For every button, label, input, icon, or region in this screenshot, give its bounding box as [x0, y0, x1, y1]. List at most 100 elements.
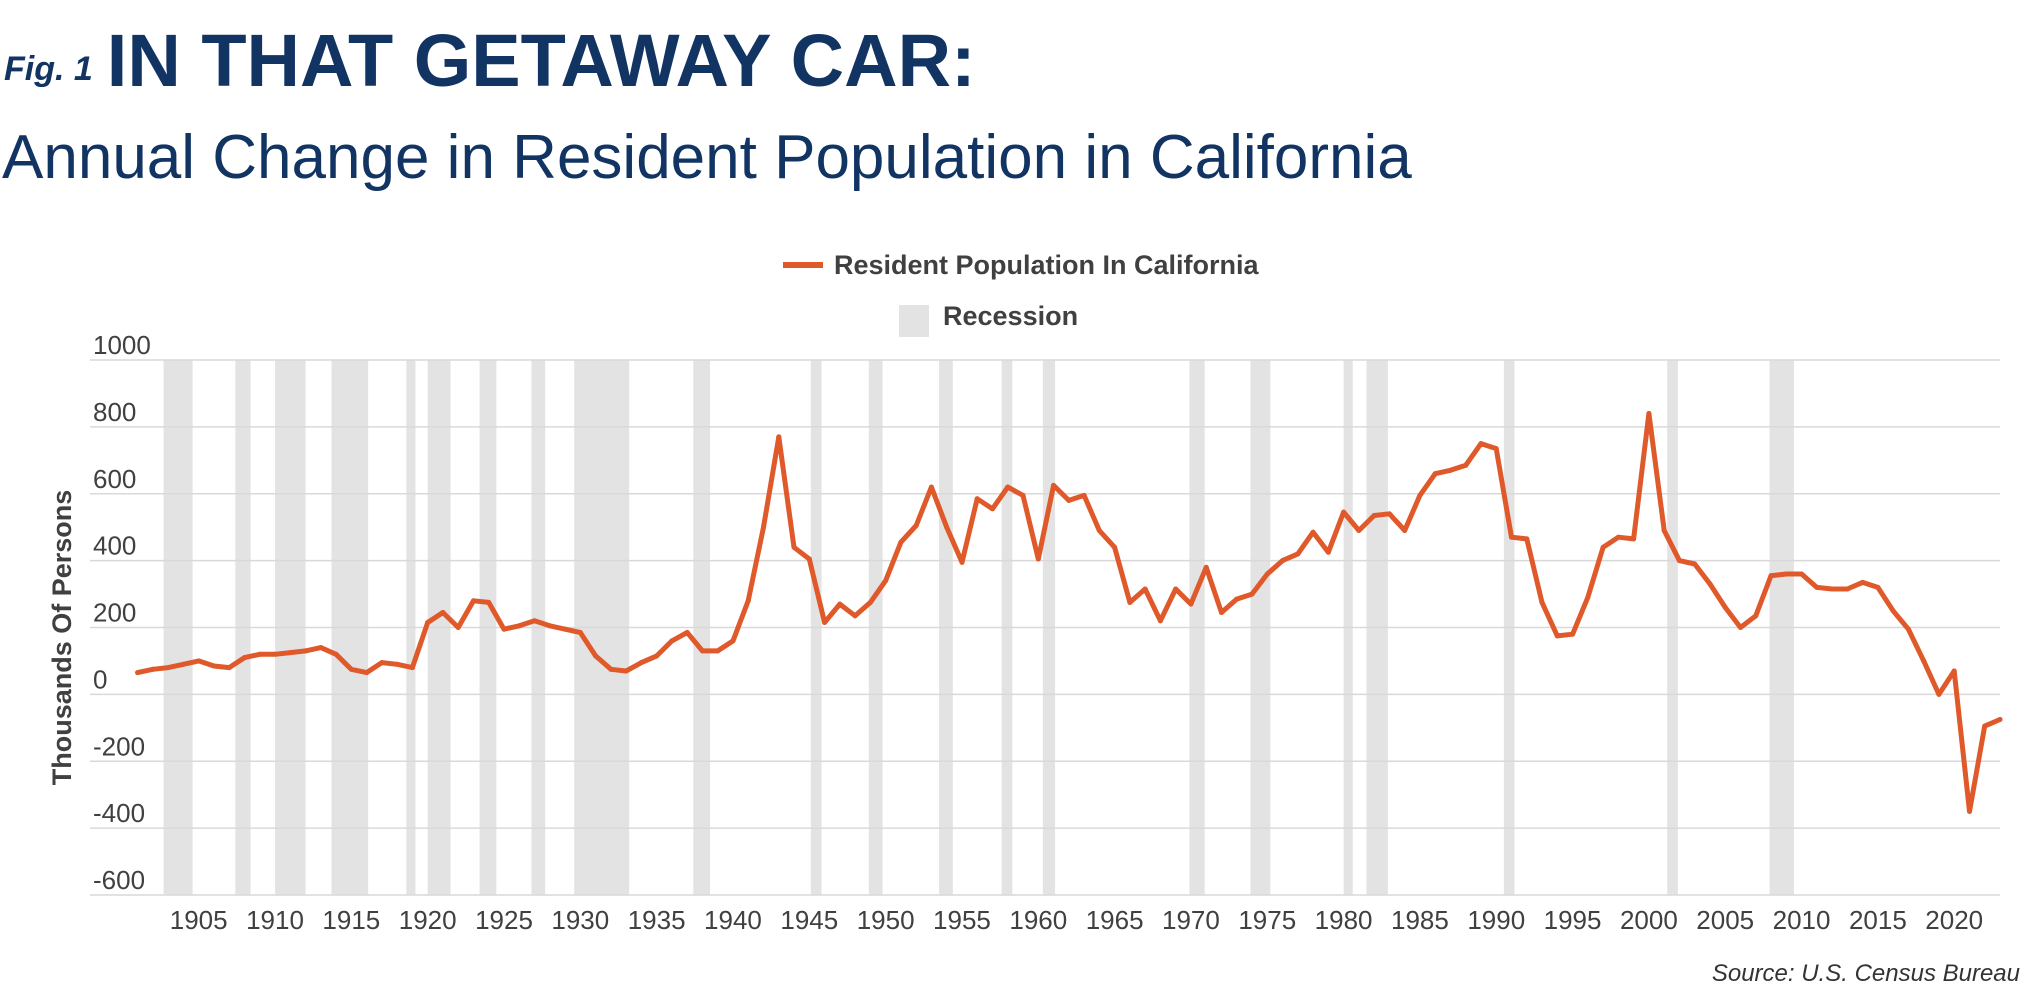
data-point	[1570, 631, 1576, 637]
data-point	[180, 661, 186, 667]
data-point	[455, 625, 461, 630]
data-point	[1676, 558, 1682, 564]
data-point	[1447, 467, 1453, 473]
x-tick-label: 1925	[475, 905, 533, 935]
data-point	[1875, 584, 1881, 590]
data-point	[1005, 484, 1011, 490]
data-point	[822, 619, 828, 625]
x-tick-label: 1935	[628, 905, 686, 935]
y-axis-label: Thousands Of Persons	[47, 490, 77, 786]
data-point	[1264, 571, 1270, 577]
data-point	[1860, 579, 1866, 585]
x-tick-label: 1980	[1315, 905, 1373, 935]
x-tick-label: 1970	[1162, 905, 1220, 935]
data-point	[1646, 411, 1652, 416]
data-point	[1783, 571, 1789, 577]
data-point	[1173, 586, 1179, 592]
data-point	[959, 559, 965, 565]
data-point	[1585, 594, 1591, 600]
data-point	[1096, 528, 1102, 534]
data-point	[272, 651, 278, 657]
chart-header: Fig. 1 IN THAT GETAWAY CAR:	[4, 18, 976, 103]
x-tick-label: 1940	[704, 905, 762, 935]
chart-subtitle: Annual Change in Resident Population in …	[2, 123, 1412, 192]
data-point	[1707, 581, 1713, 587]
data-point	[348, 666, 354, 672]
data-point	[638, 660, 644, 666]
data-point	[1890, 608, 1896, 614]
data-point	[470, 598, 476, 604]
data-point	[913, 523, 919, 529]
data-point	[409, 665, 415, 671]
data-point	[806, 556, 812, 562]
data-point	[562, 626, 568, 632]
data-point	[241, 655, 247, 661]
data-point	[1478, 441, 1484, 447]
data-point	[1600, 544, 1606, 550]
x-tick-label: 1985	[1391, 905, 1449, 935]
data-point	[196, 658, 202, 664]
data-point	[532, 618, 538, 624]
data-point	[1982, 723, 1988, 729]
y-tick-label: 400	[93, 531, 136, 561]
x-tick-label: 1965	[1086, 905, 1144, 935]
data-point	[1951, 668, 1957, 674]
data-point	[852, 613, 858, 619]
data-point	[1142, 586, 1148, 592]
data-point	[1493, 446, 1499, 452]
data-point	[1524, 536, 1530, 542]
data-point	[1631, 536, 1637, 542]
data-point	[1280, 558, 1286, 564]
chart-title: IN THAT GETAWAY CAR:	[106, 19, 976, 102]
x-tick-label: 1945	[780, 905, 838, 935]
x-tick-label: 2005	[1696, 905, 1754, 935]
data-point	[501, 626, 507, 632]
source-note: Source: U.S. Census Bureau	[1711, 960, 2020, 987]
data-point	[1722, 604, 1728, 610]
data-point	[394, 661, 400, 667]
data-point	[1051, 482, 1057, 488]
data-point	[486, 599, 492, 605]
data-point	[684, 630, 690, 636]
data-point	[1768, 573, 1774, 579]
data-point	[1295, 551, 1301, 557]
data-point	[303, 648, 309, 654]
x-tick-label: 2010	[1773, 905, 1831, 935]
data-point	[1402, 528, 1408, 534]
data-point	[1417, 492, 1423, 498]
x-tick-label: 1930	[551, 905, 609, 935]
data-point	[1829, 586, 1835, 592]
data-point	[1341, 509, 1347, 515]
x-tick-label: 2020	[1925, 905, 1983, 935]
data-point	[1432, 471, 1438, 477]
data-point	[135, 670, 141, 676]
data-point	[669, 638, 675, 644]
data-point	[1218, 609, 1224, 615]
data-point	[165, 665, 171, 671]
data-point	[944, 524, 950, 530]
data-point	[928, 484, 934, 490]
data-point	[791, 544, 797, 550]
data-point	[287, 650, 293, 656]
y-tick-label: 600	[93, 464, 136, 494]
data-point	[1325, 549, 1331, 555]
legend-recession-swatch	[899, 305, 929, 337]
data-point	[1936, 691, 1942, 697]
x-tick-label: 1990	[1467, 905, 1525, 935]
x-tick-label: 1950	[857, 905, 915, 935]
x-tick-label: 1975	[1238, 905, 1296, 935]
data-point	[318, 645, 324, 651]
data-point	[1692, 561, 1698, 567]
data-point	[1905, 626, 1911, 632]
data-point	[654, 653, 660, 659]
y-tick-label: 1000	[93, 330, 151, 360]
data-point	[867, 599, 873, 605]
data-point	[379, 660, 385, 666]
data-point	[150, 666, 156, 672]
data-point	[1203, 564, 1209, 570]
data-point	[364, 670, 370, 676]
data-point	[1753, 613, 1759, 619]
data-point	[837, 601, 843, 607]
data-point	[577, 630, 583, 636]
